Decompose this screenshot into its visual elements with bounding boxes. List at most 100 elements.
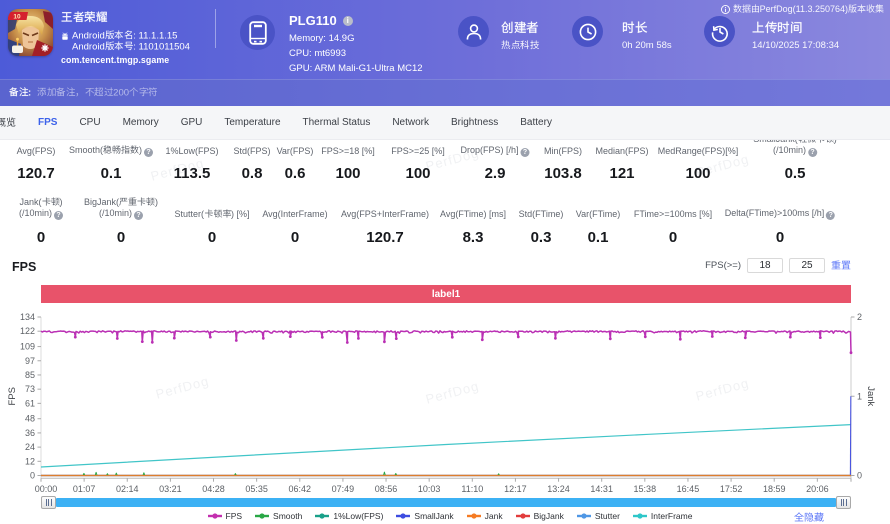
axis-label: 01:07 <box>73 484 96 494</box>
banner-label-text: label1 <box>432 289 460 300</box>
upload-time-value: 14/10/2025 17:08:34 <box>752 40 839 51</box>
info-icon[interactable]: i <box>343 16 353 26</box>
tab-temperature[interactable]: Temperature <box>224 117 280 128</box>
legend-label: Smooth <box>273 511 302 521</box>
metric-value: 121 <box>609 165 634 182</box>
axis-label: 1 <box>857 391 862 401</box>
legend-marker <box>467 512 481 520</box>
help-icon[interactable]: ? <box>134 211 143 220</box>
help-icon[interactable]: ? <box>521 148 530 157</box>
legend-item-bigjank[interactable]: BigJank <box>516 511 564 521</box>
metric-value: 120.7 <box>17 165 55 182</box>
legend-item-smalljank[interactable]: SmallJank <box>396 511 453 521</box>
metric-value: 0.8 <box>242 165 263 182</box>
legend-marker <box>577 512 591 520</box>
chart-label-banner: label1 <box>41 285 851 303</box>
metric-label: Stutter() [%] <box>174 209 249 220</box>
fps-threshold-controls: FPS(>=) <box>705 258 851 273</box>
android-version-code: Android: 1101011504 <box>72 41 190 53</box>
axis-label: 07:49 <box>332 484 355 494</box>
metric-value: 0 <box>291 229 299 246</box>
metric-value: 113.5 <box>174 165 211 182</box>
legend-item-fps[interactable]: FPS <box>208 511 243 521</box>
metric-value: 0 <box>776 229 784 246</box>
note-placeholder: 200 <box>37 87 157 98</box>
axis-label: 11:10 <box>461 484 483 494</box>
tab-memory[interactable]: Memory <box>123 117 159 128</box>
duration-label <box>622 21 647 35</box>
datazoom-right-handle[interactable] <box>836 496 851 509</box>
axis-label: 61 <box>25 398 35 408</box>
axis-label: 2 <box>857 312 862 322</box>
metric-value: 100 <box>335 165 360 182</box>
axis-label: 97 <box>25 356 35 366</box>
axis-label: 05:35 <box>245 484 268 494</box>
datazoom-track[interactable] <box>41 497 851 509</box>
metric-value: 0.5 <box>785 165 806 182</box>
axis-label: 24 <box>25 442 35 452</box>
axis-label: 06:42 <box>289 484 312 494</box>
axis-label: 14:31 <box>590 484 613 494</box>
creator-label <box>501 21 539 35</box>
tab-battery[interactable]: Battery <box>520 117 552 128</box>
legend-item-smooth[interactable]: Smooth <box>255 511 302 521</box>
datazoom-bar[interactable] <box>56 498 836 507</box>
help-icon[interactable]: ? <box>144 148 153 157</box>
metric-label: Avg(FPS) <box>17 146 56 157</box>
series-interframe <box>41 425 851 467</box>
duration-icon <box>572 16 603 47</box>
legend-label: InterFrame <box>651 511 693 521</box>
legend-item-jank[interactable]: Jank <box>467 511 503 521</box>
duration-value: 0h 20m 58s <box>622 40 672 51</box>
note-bar[interactable]: : 200 <box>0 79 890 106</box>
legend-marker <box>255 512 269 520</box>
datazoom-left-handle[interactable] <box>41 496 56 509</box>
tab-thermal-status[interactable]: Thermal Status <box>303 117 371 128</box>
metric-label: Avg(FPS+InterFrame) <box>341 209 429 220</box>
collect-info: PerfDog(11.3.250764) <box>721 4 884 14</box>
info-circle-icon <box>721 5 730 14</box>
fps-threshold-low-input[interactable] <box>747 258 783 273</box>
tab-gpu[interactable]: GPU <box>181 117 203 128</box>
axis-label: 12:17 <box>504 484 527 494</box>
metric-value: 2.9 <box>485 165 506 182</box>
axis-label: 48 <box>25 414 35 424</box>
legend-item-interframe[interactable]: InterFrame <box>633 511 693 521</box>
legend-label: Jank <box>485 511 503 521</box>
tab-cpu[interactable]: CPU <box>79 117 100 128</box>
tab-fps[interactable]: FPS <box>38 117 57 128</box>
axis-label: Jank <box>865 386 876 406</box>
axis-label: 08:56 <box>375 484 398 494</box>
device-icon <box>240 15 275 50</box>
tab--[interactable] <box>0 117 16 129</box>
fps-section-title: FPS <box>12 260 36 274</box>
tab-bar: FPS CPU Memory GPU Temperature Thermal Status… <box>0 106 890 140</box>
help-icon[interactable]: ? <box>54 211 63 220</box>
creator-value <box>501 40 539 51</box>
metric-label: FPS>=25 [%] <box>391 146 445 157</box>
help-icon[interactable]: ? <box>826 211 835 220</box>
help-icon[interactable]: ? <box>808 148 817 157</box>
metric-label: Smooth()? <box>69 145 153 157</box>
axis-label: 122 <box>20 326 35 336</box>
metric-label: FPS>=18 [%] <box>321 146 375 157</box>
chart-legend: FPS Smooth 1%Low(FPS) SmallJank Jank BigJank S… <box>0 509 890 523</box>
hide-all-link[interactable] <box>794 512 824 524</box>
axis-label: 0 <box>857 471 862 481</box>
fps-threshold-high-input[interactable] <box>789 258 825 273</box>
android-icon <box>61 32 69 41</box>
report-header: 10 Android: 11.1.1.15 Android: 110101150… <box>0 0 890 79</box>
metric-value: 0 <box>208 229 216 246</box>
reset-link[interactable] <box>831 260 851 272</box>
tab-brightness[interactable]: Brightness <box>451 117 498 128</box>
metric-value: 0.1 <box>588 229 609 246</box>
metric-label: Var(FTime) <box>576 209 621 220</box>
legend-marker <box>208 512 222 520</box>
metric-value: 120.7 <box>366 229 404 246</box>
app-package: com.tencent.tmgp.sgame <box>61 55 169 65</box>
legend-item-1-low-fps-[interactable]: 1%Low(FPS) <box>315 511 383 521</box>
metric-label: Avg(FTime) [ms] <box>440 209 506 220</box>
legend-item-stutter[interactable]: Stutter <box>577 511 620 521</box>
tab-network[interactable]: Network <box>392 117 429 128</box>
